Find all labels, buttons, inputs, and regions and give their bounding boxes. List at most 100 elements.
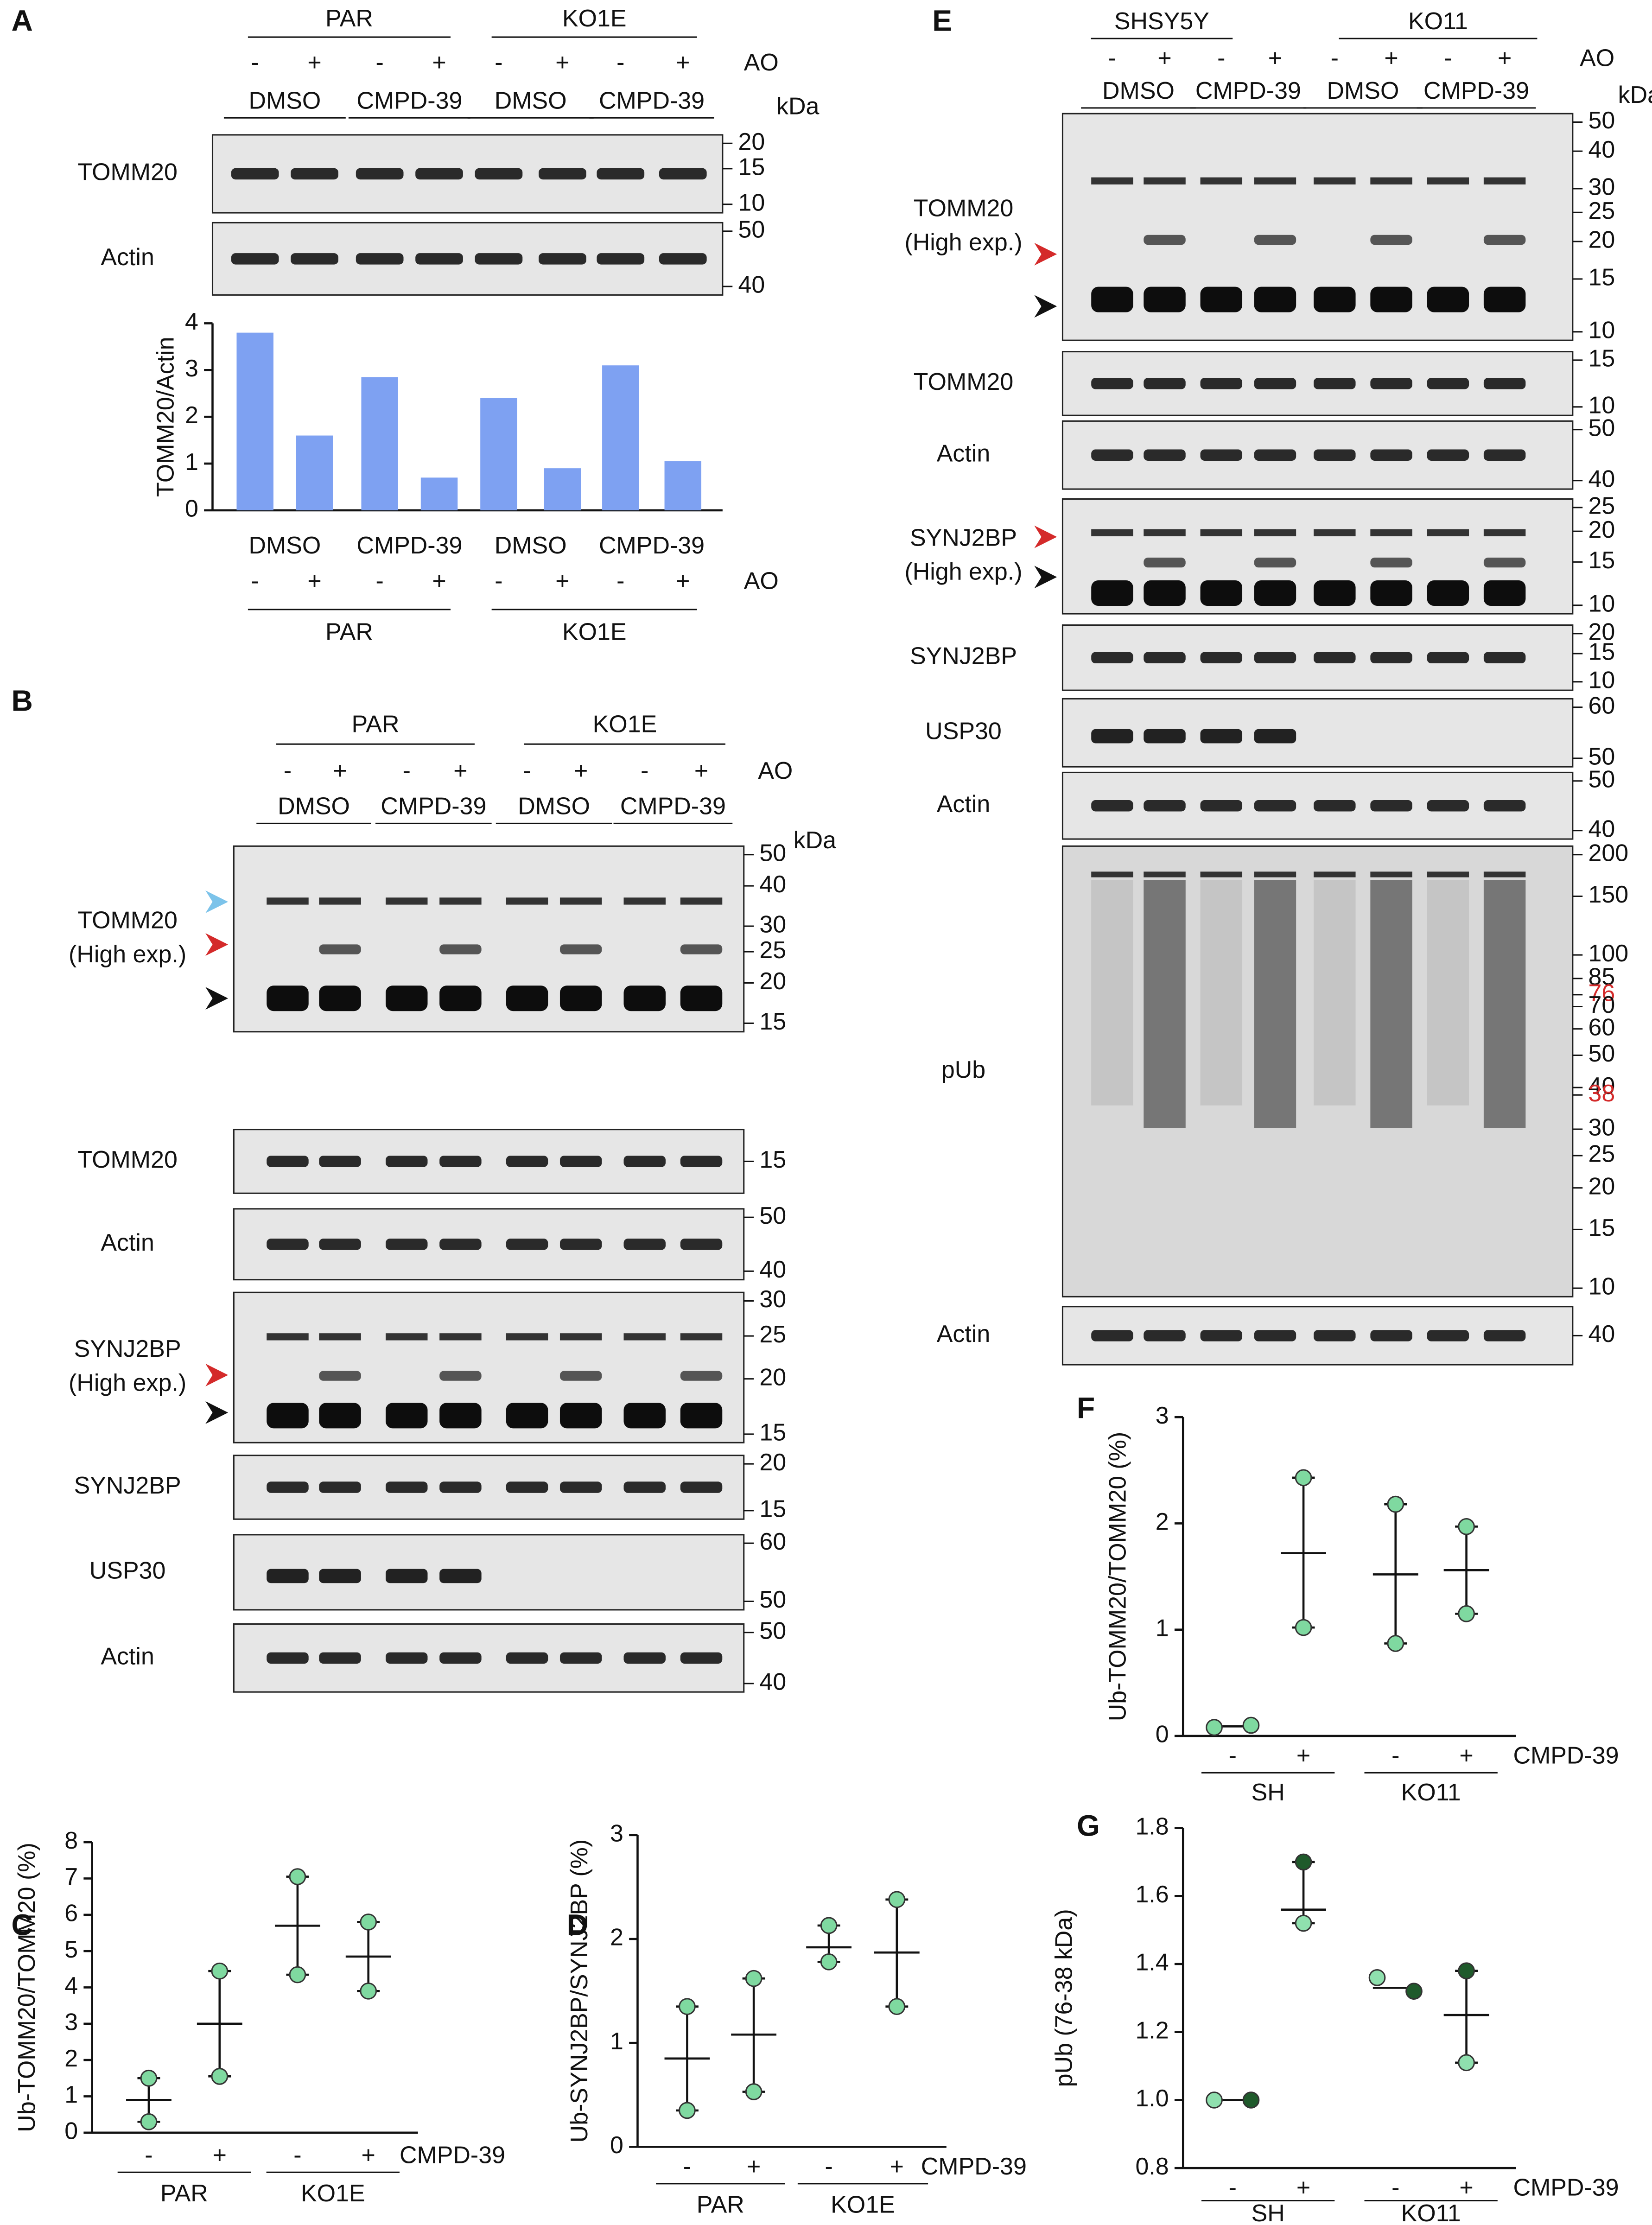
row-label: Actin (101, 244, 154, 271)
point (679, 2102, 696, 2119)
ao-sign: + (432, 49, 446, 76)
band (1200, 529, 1243, 536)
band (680, 1652, 723, 1664)
band (1483, 1330, 1526, 1341)
smear (1427, 880, 1469, 1106)
band (623, 985, 666, 1011)
band (439, 897, 482, 905)
y-tick-label: 0 (1156, 1721, 1169, 1748)
band (1091, 286, 1133, 312)
band (559, 985, 602, 1011)
point (289, 1966, 306, 1983)
band (439, 1652, 482, 1664)
band (415, 253, 463, 265)
treatment: DMSO (248, 532, 321, 559)
ao-sign: - (1108, 45, 1116, 72)
point (1387, 1495, 1404, 1513)
panel-label: G (1077, 1809, 1100, 1843)
band (680, 1371, 723, 1381)
x-tick-label: + (747, 2153, 761, 2180)
band (1427, 580, 1469, 606)
ao-sign: - (251, 49, 259, 76)
marker-label: 38 (1588, 1080, 1615, 1107)
marker-label: 15 (759, 1008, 786, 1035)
point (140, 2069, 158, 2087)
y-tick-label: 3 (610, 1820, 623, 1847)
panel-label: D (567, 1908, 588, 1942)
band (1314, 286, 1356, 312)
band (506, 897, 548, 905)
band (1144, 286, 1186, 312)
band (475, 168, 523, 180)
marker-label: 25 (759, 937, 786, 964)
band (386, 1156, 428, 1167)
band (680, 1156, 723, 1167)
band (386, 1403, 428, 1429)
band (1254, 378, 1296, 389)
cell-line: KO1E (562, 5, 627, 32)
treatment: CMPD-39 (599, 87, 705, 114)
band (1483, 235, 1526, 245)
blot (233, 1129, 745, 1194)
treatment: DMSO (1327, 77, 1399, 104)
band (506, 1333, 548, 1341)
blot (233, 1455, 745, 1520)
x-tick-label: + (213, 2142, 227, 2168)
band (1314, 378, 1356, 389)
band (1370, 529, 1412, 536)
marker-label: 150 (1588, 881, 1628, 908)
bar (544, 468, 581, 510)
band (267, 1239, 309, 1250)
smear (1091, 880, 1133, 1106)
x-tick-label: - (376, 568, 384, 595)
group-label: PAR (697, 2191, 744, 2218)
row-label: (High exp.) (69, 1370, 186, 1397)
band (386, 1333, 428, 1341)
y-tick-label: 1 (185, 449, 198, 476)
band (680, 897, 723, 905)
band (506, 1481, 548, 1493)
x-tick-label: - (683, 2153, 691, 2180)
treatment: DMSO (1102, 77, 1175, 104)
treatment: DMSO (518, 793, 590, 820)
y-tick-label: 1 (1156, 1615, 1169, 1641)
band (680, 944, 723, 954)
band (1254, 286, 1296, 312)
marker-label: 50 (759, 1617, 786, 1644)
band (267, 985, 309, 1011)
band (506, 1156, 548, 1167)
point (211, 2068, 229, 2085)
treatment: DMSO (248, 87, 321, 114)
band (659, 253, 707, 265)
row-label: SYNJ2BP (910, 524, 1017, 551)
row-label: pUb (941, 1056, 985, 1083)
y-tick-label: 2 (610, 1924, 623, 1951)
band (623, 1652, 666, 1664)
arrowhead (1034, 525, 1057, 548)
y-axis-label: Ub-TOMM20/TOMM20 (%) (13, 1843, 40, 2132)
marker-label: 20 (1588, 619, 1615, 646)
band (1144, 449, 1186, 461)
x-tick-label: - (1229, 2174, 1237, 2201)
marker-label: 50 (1588, 1040, 1615, 1067)
smear (1314, 880, 1356, 1106)
marker-label: 50 (738, 216, 765, 243)
marker-label: 40 (759, 871, 786, 898)
y-tick-label: 3 (64, 2009, 78, 2035)
marker-label: 20 (759, 1449, 786, 1476)
y-tick-label: 5 (64, 1936, 78, 1963)
blot (211, 134, 724, 214)
x-tick-label: + (1296, 2174, 1310, 2201)
marker-label: 200 (1588, 839, 1628, 866)
ao-sign: - (641, 757, 648, 784)
band (1370, 177, 1412, 184)
row-label: (High exp.) (904, 559, 1022, 585)
bar (420, 477, 458, 510)
kda-unit: kDa (776, 93, 819, 120)
band (1254, 1330, 1296, 1341)
band (439, 1371, 482, 1381)
marker-label: 50 (1588, 414, 1615, 441)
band (1144, 580, 1186, 606)
ao-sign: + (574, 757, 588, 784)
band (267, 1156, 309, 1167)
